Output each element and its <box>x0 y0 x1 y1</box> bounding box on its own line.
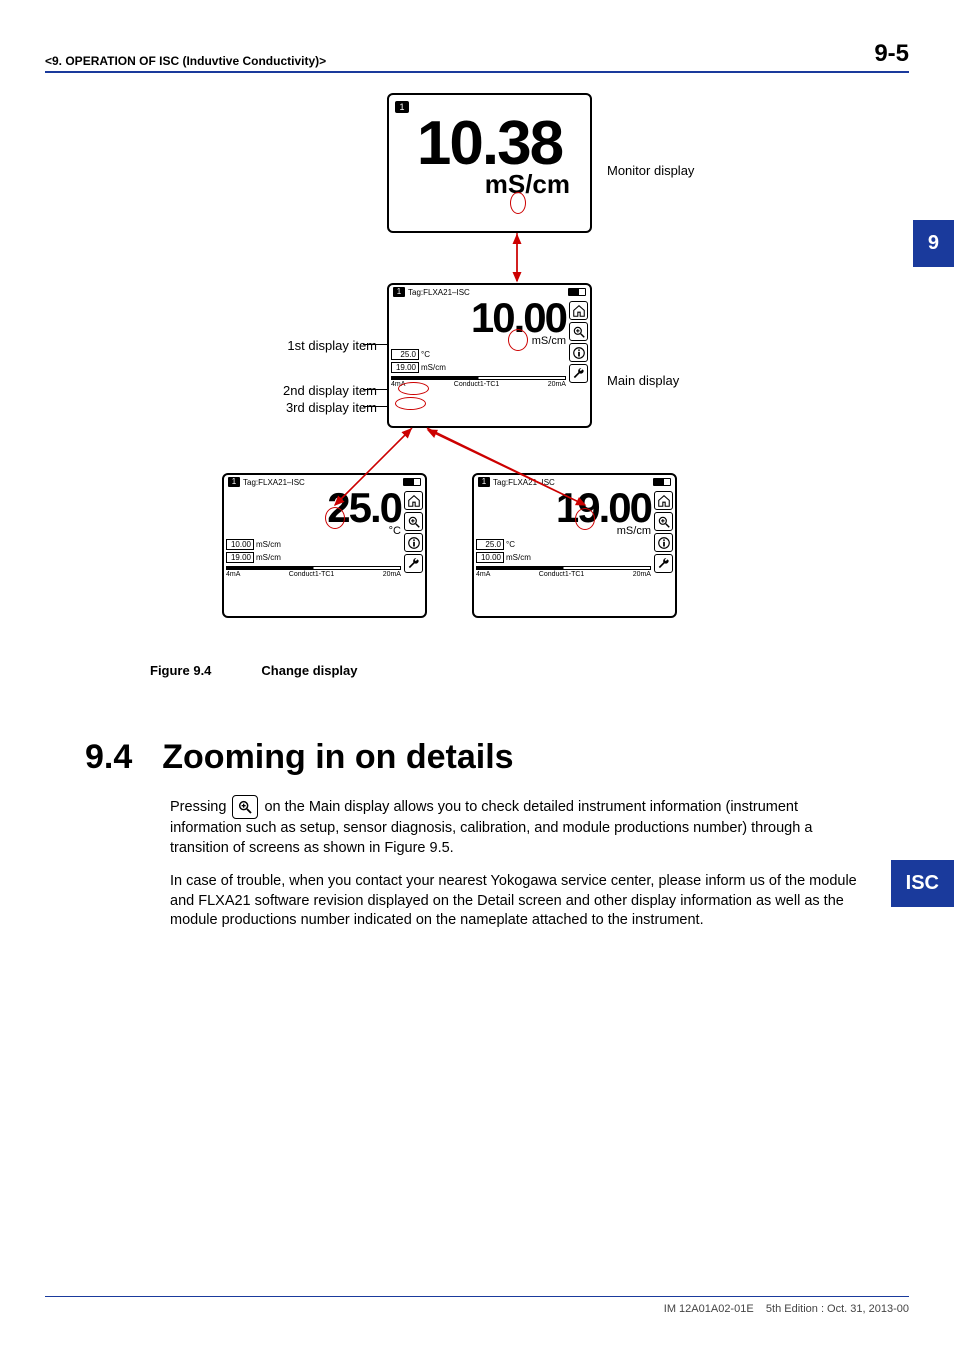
page-footer: IM 12A01A02-01E 5th Edition : Oct. 31, 2… <box>45 1296 909 1315</box>
tag-label: Tag:FLXA21–ISC <box>408 288 470 297</box>
bar-center-label: Conduct1-TC1 <box>539 571 585 578</box>
highlight-oval <box>395 397 426 410</box>
row2-value: 25.0 <box>391 349 419 360</box>
figure-caption: Figure 9.4 Change display <box>150 663 909 678</box>
row3-value: 19.00 <box>391 362 419 373</box>
sensor-one-badge: 1 <box>228 477 240 487</box>
side-tab-section: ISC <box>891 860 954 907</box>
figure-diagram: 1 10.38 mS/cm Monitor display 1 Tag:FLXA… <box>117 93 837 653</box>
zoom-icon[interactable] <box>569 322 588 341</box>
sensor-one-badge: 1 <box>393 287 405 297</box>
bar-left-label: 4mA <box>226 571 240 578</box>
bar-right-label: 20mA <box>548 381 566 388</box>
wrench-icon[interactable] <box>404 554 423 573</box>
row2-value: 10.00 <box>226 539 254 550</box>
info-icon[interactable] <box>569 343 588 362</box>
bar-center-label: Conduct1-TC1 <box>454 381 500 388</box>
row2-value: 25.0 <box>476 539 504 550</box>
annotation-item1: 1st display item <box>287 338 377 353</box>
header-page-number: 9-5 <box>874 40 909 68</box>
annotation-item3: 3rd display item <box>286 400 377 415</box>
bar-right-label: 20mA <box>383 571 401 578</box>
leader-line <box>363 389 389 390</box>
annotation-item2: 2nd display item <box>283 383 377 398</box>
output-bar <box>226 566 401 570</box>
secondary-display-1: 1 Tag:FLXA21–ISC 25.0 °C 10.00mS/cm 19.0… <box>222 473 427 618</box>
leader-line <box>363 344 389 345</box>
sensor-one-badge: 1 <box>478 477 490 487</box>
row3-unit: mS/cm <box>506 553 531 562</box>
info-icon[interactable] <box>404 533 423 552</box>
main-value: 10.00 <box>391 299 566 337</box>
battery-icon <box>653 478 671 486</box>
output-bar <box>391 376 566 380</box>
section-title: Zooming in on details <box>162 738 513 777</box>
sensor-one-badge: 1 <box>395 101 409 113</box>
battery-icon <box>403 478 421 486</box>
row2-unit: °C <box>506 540 515 549</box>
page-header: <9. OPERATION OF ISC (Induvtive Conducti… <box>45 40 909 73</box>
figure-number: Figure 9.4 <box>150 663 211 678</box>
home-icon[interactable] <box>654 491 673 510</box>
tag-label: Tag:FLXA21–ISC <box>243 478 305 487</box>
monitor-display: 1 10.38 mS/cm <box>387 93 592 233</box>
info-icon[interactable] <box>654 533 673 552</box>
header-chapter-title: <9. OPERATION OF ISC (Induvtive Conducti… <box>45 54 326 68</box>
section-number: 9.4 <box>85 738 132 777</box>
zoom-icon[interactable] <box>404 512 423 531</box>
wrench-icon[interactable] <box>569 364 588 383</box>
value: 19.00 <box>476 489 651 527</box>
row2-unit: °C <box>421 350 430 359</box>
para1-prefix: Pressing <box>170 799 230 815</box>
value: 25.0 <box>226 489 401 527</box>
footer-edition: 5th Edition : Oct. 31, 2013-00 <box>766 1303 909 1315</box>
zoom-icon[interactable] <box>654 512 673 531</box>
section-heading: 9.4 Zooming in on details <box>85 738 909 777</box>
leader-line <box>363 406 389 407</box>
bar-right-label: 20mA <box>633 571 651 578</box>
home-icon[interactable] <box>569 301 588 320</box>
paragraph-2: In case of trouble, when you contact you… <box>170 872 864 931</box>
figure-title: Change display <box>261 663 357 678</box>
highlight-oval <box>398 382 429 395</box>
row2-unit: mS/cm <box>256 540 281 549</box>
annotation-main: Main display <box>607 373 679 388</box>
secondary-display-2: 1 Tag:FLXA21–ISC 19.00 mS/cm 25.0°C 10.0… <box>472 473 677 618</box>
highlight-oval <box>575 508 595 530</box>
side-tab-chapter: 9 <box>913 220 954 267</box>
home-icon[interactable] <box>404 491 423 510</box>
tag-label: Tag:FLXA21–ISC <box>493 478 555 487</box>
output-bar <box>476 566 651 570</box>
wrench-icon[interactable] <box>654 554 673 573</box>
highlight-oval <box>510 192 526 214</box>
row3-unit: mS/cm <box>421 363 446 372</box>
body-text: Pressing on the Main display allows you … <box>170 795 864 931</box>
highlight-oval <box>325 507 345 529</box>
bar-center-label: Conduct1-TC1 <box>289 571 335 578</box>
paragraph-1: Pressing on the Main display allows you … <box>170 795 864 858</box>
bar-left-label: 4mA <box>476 571 490 578</box>
row3-value: 19.00 <box>226 552 254 563</box>
footer-doc: IM 12A01A02-01E <box>664 1303 754 1315</box>
zoom-icon <box>232 795 258 819</box>
annotation-monitor: Monitor display <box>607 163 694 178</box>
monitor-value: 10.38 <box>389 113 590 175</box>
icon-column <box>566 299 588 388</box>
row3-unit: mS/cm <box>256 553 281 562</box>
para1-suffix: on the Main display allows you to check … <box>170 799 812 856</box>
row3-value: 10.00 <box>476 552 504 563</box>
highlight-oval <box>508 329 528 351</box>
battery-icon <box>568 288 586 296</box>
